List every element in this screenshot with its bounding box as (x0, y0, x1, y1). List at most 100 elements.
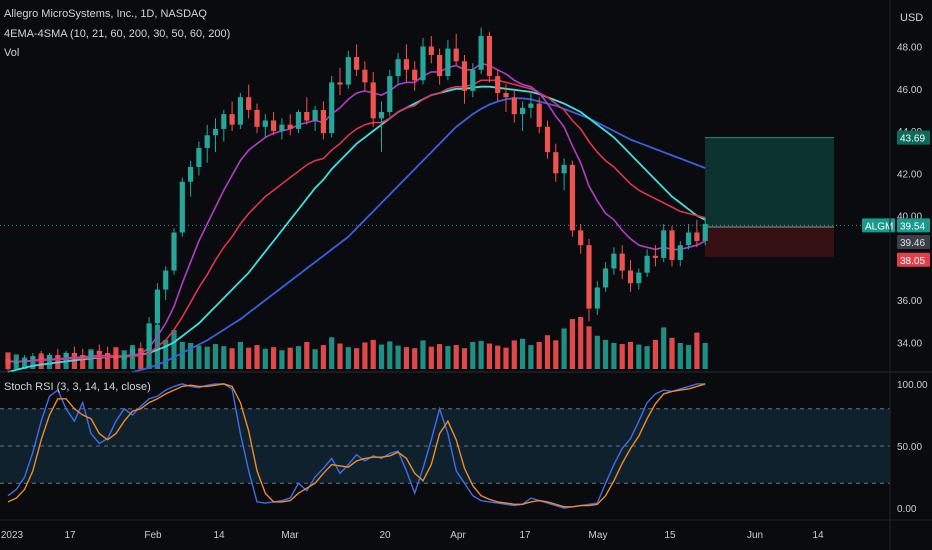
time-tick-label: 15 (664, 530, 676, 541)
volume-bar (337, 343, 343, 369)
stoch-legend[interactable]: Stoch RSI (3, 3, 14, 14, close) (4, 381, 151, 393)
volume-bar (403, 347, 409, 369)
volume-bar (262, 348, 268, 369)
candle-body (188, 166, 194, 182)
candle-body (196, 147, 202, 167)
candle-body (412, 69, 418, 81)
volume-bar (586, 326, 592, 369)
stoch-tick-label: 0.00 (897, 504, 917, 515)
candle-body (378, 112, 385, 119)
volume-bar (553, 340, 559, 369)
candle-body (55, 355, 61, 358)
candle-body (30, 357, 36, 360)
volume-bar (254, 345, 260, 369)
volume-bar (569, 319, 575, 369)
candle-body (520, 107, 526, 115)
volume-bar (96, 351, 102, 369)
volume-bar (320, 345, 326, 369)
volume-bar (544, 335, 551, 369)
candle-body (661, 230, 667, 258)
candle-body (586, 245, 592, 309)
candle-body (221, 114, 227, 129)
volume-bar (420, 340, 426, 369)
volume-bar (661, 327, 667, 369)
candle-body (329, 82, 335, 134)
candle-body (453, 48, 459, 62)
volume-bar (188, 343, 194, 369)
candle-body (403, 59, 409, 70)
target-price-tag: 43.69 (900, 134, 925, 145)
price-tick-label: 48.00 (897, 43, 922, 54)
candle-body (46, 355, 53, 360)
candle-body (237, 97, 243, 125)
candle-body (71, 352, 77, 356)
time-tick-label: 17 (64, 530, 76, 541)
volume-bar (520, 338, 526, 369)
volume-bar (603, 339, 609, 369)
candle-body (246, 97, 252, 110)
stoch-k-line (7, 383, 706, 509)
volume-bar (611, 343, 617, 369)
candle-body (63, 352, 69, 358)
time-tick-label: Jun (747, 530, 763, 541)
candle-body (254, 109, 260, 127)
candle-body (702, 224, 708, 241)
candle-body (229, 114, 235, 125)
candle-body (304, 112, 310, 121)
volume-bar (652, 339, 658, 369)
volume-bar (279, 350, 285, 369)
stop-zone (705, 227, 834, 257)
candle-body (553, 152, 559, 174)
stop-price-tag: 38.05 (900, 256, 925, 267)
volume-bar (627, 341, 634, 369)
candle-body (5, 359, 11, 364)
candle-body (204, 135, 210, 148)
volume-bar (196, 345, 202, 369)
entry-price-tag-bg (897, 235, 930, 250)
volume-bar (370, 339, 376, 369)
volume-bar (594, 335, 600, 369)
volume-bar (237, 341, 243, 369)
candle-body (80, 355, 86, 358)
volume-bar (669, 337, 675, 369)
candle-body (362, 69, 368, 83)
volume-bar (221, 346, 227, 369)
candle-body (312, 109, 318, 121)
ema10-line (8, 62, 706, 363)
stop-price-tag-bg (897, 252, 930, 267)
time-tick-label: 14 (213, 530, 225, 541)
volume-bar (179, 341, 185, 369)
stoch-tick-label: 50.00 (897, 442, 922, 453)
price-tick-label: 36.00 (897, 296, 922, 307)
volume-bar (163, 339, 169, 369)
stoch-tick-label: 100.00 (897, 380, 928, 391)
time-tick-label: May (589, 530, 608, 541)
volume-bar (138, 348, 144, 369)
price-tick-label: 42.00 (897, 169, 922, 180)
price-tick-label: 34.00 (897, 338, 922, 349)
volume-bar (304, 341, 310, 369)
volume-legend[interactable]: Vol (4, 47, 20, 59)
candle-body (146, 323, 152, 351)
volume-bar (378, 344, 385, 369)
candle-body (603, 268, 609, 288)
time-tick-label: Feb (144, 530, 162, 541)
symbol-tag: ALGM (865, 221, 893, 232)
candle-body (287, 124, 293, 129)
indicator-legend[interactable]: 4EMA-4SMA (10, 21, 60, 200, 30, 50, 60, … (4, 28, 231, 40)
candle-body (154, 289, 160, 324)
candle-body (611, 253, 617, 269)
volume-bar (412, 348, 418, 369)
candle-body (478, 35, 484, 70)
volume-bar (105, 353, 111, 369)
volume-bar (80, 355, 86, 369)
volume-bar (271, 347, 277, 369)
volume-bar (453, 345, 459, 369)
candle-body (528, 103, 534, 108)
candle-body (619, 253, 625, 271)
time-tick-label: 2023 (1, 530, 24, 541)
candle-body (212, 128, 219, 136)
volume-bar (694, 332, 700, 369)
candle-body (13, 361, 19, 364)
